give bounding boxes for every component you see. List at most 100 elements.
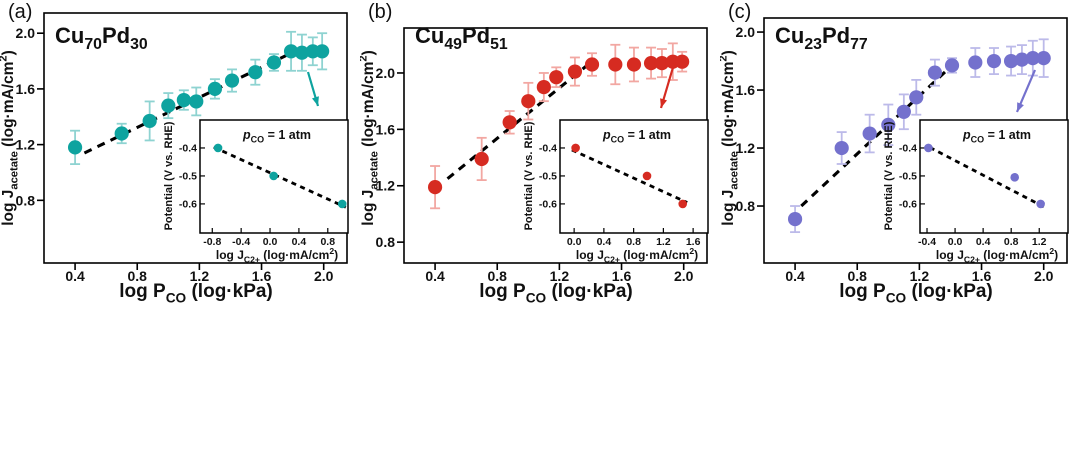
data-point — [909, 90, 924, 105]
inset-x-tick-label: 0.8 — [626, 236, 641, 248]
y-tick-label: 2.0 — [376, 65, 396, 81]
x-tick-label: 1.2 — [910, 268, 930, 284]
x-tick-label: 2.0 — [314, 268, 334, 284]
data-points — [427, 54, 690, 195]
data-points — [67, 44, 330, 155]
y-tick-label: 2.0 — [16, 25, 36, 41]
inset-x-tick-label: -0.4 — [918, 236, 936, 248]
chart-svg: 0.4 0.8 1.2 1.6 2.00.81.21.62.0(c)Cu23Pd77lo… — [717, 1, 1069, 305]
inset-data-point — [571, 143, 580, 153]
data-point — [315, 44, 330, 59]
inset-x-tick-label: 1.6 — [686, 236, 701, 248]
inset-data-point — [337, 199, 347, 209]
data-point — [176, 92, 191, 108]
chart-svg: 0.4 0.8 1.2 1.6 2.0 0.8 1.2 1.6 2.0 (a) Cu70Pd30 lo… — [0, 1, 349, 305]
inset-x-tick-label: 0.4 — [597, 236, 612, 248]
inset-y-tick-label: -0.5 — [899, 170, 917, 182]
inset: 0.0 0.4 0.8 1.2 1.6 -0.4 -0.5 -0.6 pCO = 1 atm lo… — [523, 119, 709, 264]
inset-trend-line — [571, 148, 688, 204]
data-point — [536, 79, 551, 95]
inset-x-axis-label: log JC2+ (log·mA/cm2) — [216, 246, 338, 264]
inset-data-point — [269, 171, 278, 181]
inset-x-tick-label: -0.4 — [232, 236, 250, 248]
inset-data-point — [924, 143, 933, 153]
inset-data-point — [213, 143, 223, 153]
x-tick-label: 0.8 — [127, 268, 147, 284]
inset-y-axis-label: Potential (V vs. RHE) — [163, 121, 175, 230]
data-point — [927, 65, 943, 80]
y-tick-label: 0.8 — [16, 192, 36, 208]
x-tick-label: 0.4 — [425, 268, 445, 284]
x-axis-label: log PCO (log·kPa) — [479, 281, 633, 305]
y-tick-label: 0.8 — [736, 198, 756, 214]
data-point — [584, 57, 600, 72]
inset-x-tick-label: 0.4 — [292, 236, 307, 248]
data-point — [114, 126, 129, 141]
data-point — [474, 151, 489, 167]
data-point — [986, 53, 1002, 69]
inset-x-tick-label: 1.2 — [656, 236, 671, 248]
results-table: SampleLinear Rangekrη (mV/dec) Cu70Pd30p… — [0, 305, 1080, 466]
data-point — [207, 81, 223, 97]
inset: -0.4 0.0 0.4 0.8 1.2 -0.4 -0.5 -0.6 pCO = 1 atm l… — [883, 119, 1069, 264]
y-axis-label: log Jacetate (log·mA/cm2) — [0, 50, 20, 226]
inset-annotation: pCO = 1 atm — [602, 128, 671, 145]
y-tick-label: 1.2 — [736, 140, 756, 156]
data-point — [1014, 52, 1030, 67]
axis-ticks: 0.4 0.8 1.2 1.6 2.0 0.8 1.2 1.6 2.0 — [376, 65, 694, 284]
inset-y-tick-label: -0.4 — [179, 142, 197, 154]
data-point — [189, 94, 204, 109]
inset-data-point — [1010, 173, 1019, 182]
panel-letter: (a) — [8, 1, 32, 23]
inset-trend-line — [929, 146, 1047, 210]
inset-data-point — [1036, 199, 1045, 209]
panel-letter: (b) — [368, 1, 392, 23]
x-axis-label: log PCO (log·kPa) — [839, 281, 993, 305]
x-tick-label: 0.8 — [487, 268, 507, 284]
chart-svg: 0.4 0.8 1.2 1.6 2.0 0.8 1.2 1.6 2.0 (b) Cu49Pd51 lo… — [357, 1, 709, 305]
data-point — [161, 98, 176, 113]
inset-y-tick-label: -0.4 — [539, 142, 557, 154]
inset-y-tick-label: -0.6 — [899, 198, 917, 210]
panel-letter: (c) — [728, 1, 751, 23]
panel-a: 0.4 0.8 1.2 1.6 2.0 0.8 1.2 1.6 2.0 (a) Cu70Pd30 lo… — [0, 0, 360, 305]
inset-x-axis-label: log JC2+ (log·mA/cm2) — [936, 246, 1058, 264]
arrowhead — [1017, 102, 1024, 112]
data-point — [608, 57, 623, 72]
x-tick-label: 2.0 — [1034, 268, 1054, 284]
x-tick-label: 2.0 — [674, 268, 694, 284]
inset-frame — [919, 119, 1069, 234]
x-tick-label: 1.6 — [972, 268, 992, 284]
arrowhead — [312, 96, 319, 106]
data-point — [787, 211, 803, 227]
data-point — [502, 115, 517, 130]
inset-x-axis-label: log JC2+ (log·mA/cm2) — [576, 246, 698, 264]
y-tick-label: 1.6 — [376, 121, 396, 137]
inset-y-tick-label: -0.4 — [899, 142, 917, 154]
x-axis-label: log PCO (log·kPa) — [119, 281, 273, 305]
panel-title: Cu49Pd51 — [415, 23, 508, 53]
data-point — [567, 64, 583, 79]
annotation-arrow — [659, 63, 676, 109]
panel-c: 0.4 0.8 1.2 1.6 2.0 0.8 1.2 1.6 2.0 (c) Cu23Pd77 lo… — [717, 0, 1080, 305]
inset: -0.8 -0.4 0.0 0.4 0.8 -0.4 -0.5 -0.6 pCO = 1 atm… — [163, 119, 349, 264]
inset-data-point — [678, 199, 688, 209]
data-point — [142, 113, 157, 129]
y-tick-label: 1.2 — [376, 178, 396, 194]
x-tick-label: 0.4 — [785, 268, 805, 284]
inset-x-tick-label: 1.2 — [1032, 236, 1047, 248]
inset-y-axis-label: Potential (V vs. RHE) — [883, 121, 895, 230]
y-tick-label: 1.6 — [16, 81, 36, 97]
data-point — [427, 180, 443, 195]
inset-x-tick-label: 0.8 — [320, 236, 335, 248]
data-point — [643, 56, 659, 71]
data-point — [626, 57, 642, 72]
inset-x-tick-label: 0.0 — [263, 236, 278, 248]
data-point — [862, 126, 877, 141]
inset-y-tick-label: -0.6 — [179, 198, 197, 210]
data-point — [521, 94, 536, 109]
inset-y-tick-label: -0.6 — [539, 198, 557, 210]
inset-y-tick-label: -0.5 — [179, 170, 197, 182]
y-tick-label: 2.0 — [736, 24, 756, 40]
inset-y-tick-label: -0.5 — [539, 170, 557, 182]
